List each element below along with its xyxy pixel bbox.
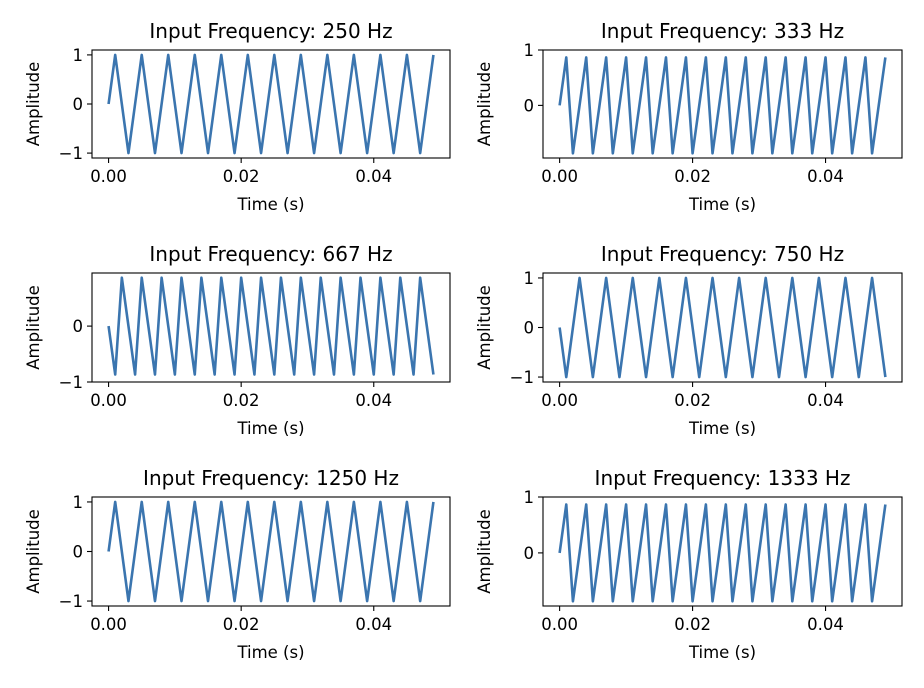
y-tick-label: 1 xyxy=(73,46,84,65)
axes-frame xyxy=(542,496,903,607)
subplot-title: Input Frequency: 333 Hz xyxy=(601,19,844,43)
x-tick-label: 0.00 xyxy=(541,615,578,634)
x-tick-label: 0.04 xyxy=(807,167,844,186)
x-tick-label: 0.00 xyxy=(90,167,127,186)
y-tick-label: −1 xyxy=(59,144,83,163)
y-tick-label: 0 xyxy=(73,543,84,562)
y-tick-label: −1 xyxy=(510,368,534,387)
subplot-5: 0.00 0.02 0.04 −1 0 1 Input Frequency: 1250 Hz… xyxy=(24,466,451,662)
x-axis-label: Time (s) xyxy=(688,643,756,662)
axes-frame xyxy=(91,272,451,383)
x-tick-label: 0.00 xyxy=(541,167,578,186)
x-tick-label: 0.02 xyxy=(674,391,711,410)
series-line xyxy=(107,53,435,155)
x-axis-label: Time (s) xyxy=(236,195,304,214)
subplot-1: 0.00 0.02 0.04 −1 0 1 Input Frequency: 250 Hz T… xyxy=(24,19,451,214)
y-axis-label: Amplitude xyxy=(475,509,494,594)
x-tick-label: 0.04 xyxy=(807,391,844,410)
subplot-4: 0.00 0.02 0.04 −1 0 1 Input Frequency: 750 Hz T… xyxy=(475,242,903,438)
y-tick-label: 0 xyxy=(524,544,535,563)
series-line xyxy=(107,276,435,376)
x-tick-label: 0.04 xyxy=(355,615,392,634)
y-tick-label: −1 xyxy=(59,592,83,611)
y-axis-label: Amplitude xyxy=(24,62,43,147)
y-tick-label: 1 xyxy=(524,488,535,507)
y-axis-label: Amplitude xyxy=(24,285,43,370)
series-line xyxy=(558,56,887,155)
x-tick-label: 0.04 xyxy=(355,391,392,410)
subplot-title: Input Frequency: 667 Hz xyxy=(149,242,392,266)
series-line xyxy=(558,276,887,379)
y-axis-label: Amplitude xyxy=(24,509,43,594)
x-tick-label: 0.02 xyxy=(223,167,260,186)
subplot-2: 0.00 0.02 0.04 0 1 Input Frequency: 333 Hz Tim… xyxy=(475,19,903,214)
x-tick-label: 0.02 xyxy=(223,615,260,634)
subplot-3: 0.00 0.02 0.04 −1 0 Input Frequency: 667 Hz Ti… xyxy=(24,242,451,438)
subplot-title: Input Frequency: 1333 Hz xyxy=(595,466,851,490)
x-tick-label: 0.00 xyxy=(541,391,578,410)
x-axis-label: Time (s) xyxy=(236,419,304,438)
x-axis-label: Time (s) xyxy=(688,195,756,214)
y-tick-label: 0 xyxy=(73,95,84,114)
x-axis-label: Time (s) xyxy=(236,643,304,662)
y-axis-label: Amplitude xyxy=(475,285,494,370)
x-tick-label: 0.04 xyxy=(355,167,392,186)
subplot-title: Input Frequency: 1250 Hz xyxy=(143,466,399,490)
x-tick-label: 0.02 xyxy=(674,615,711,634)
y-tick-label: 0 xyxy=(524,319,535,338)
x-tick-label: 0.04 xyxy=(807,615,844,634)
series-line xyxy=(558,503,887,603)
y-tick-label: 0 xyxy=(524,96,535,115)
y-tick-label: 1 xyxy=(524,269,535,288)
x-tick-label: 0.02 xyxy=(674,167,711,186)
y-tick-label: −1 xyxy=(59,373,83,392)
x-tick-label: 0.00 xyxy=(90,615,127,634)
y-axis-label: Amplitude xyxy=(475,62,494,147)
subplot-title: Input Frequency: 250 Hz xyxy=(149,19,392,43)
x-tick-label: 0.02 xyxy=(223,391,260,410)
series-line xyxy=(107,500,435,603)
y-tick-label: 1 xyxy=(524,41,535,60)
subplot-title: Input Frequency: 750 Hz xyxy=(601,242,844,266)
y-tick-label: 0 xyxy=(73,317,84,336)
x-tick-label: 0.00 xyxy=(90,391,127,410)
x-axis-label: Time (s) xyxy=(688,419,756,438)
subplot-6: 0.00 0.02 0.04 0 1 Input Frequency: 1333 Hz Ti… xyxy=(475,466,903,662)
axes-frame xyxy=(542,49,903,159)
y-tick-label: 1 xyxy=(73,493,84,512)
